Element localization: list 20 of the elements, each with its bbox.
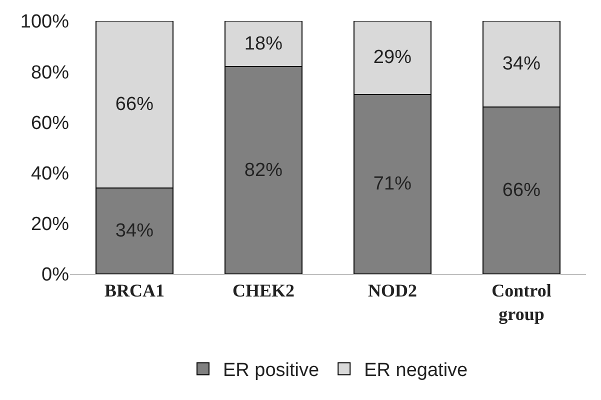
data-label: 71% bbox=[373, 174, 412, 195]
y-tick-label: 40% bbox=[30, 163, 70, 184]
data-label: 34% bbox=[115, 220, 154, 242]
legend-label: ER positive bbox=[223, 360, 320, 382]
legend-label: ER negative bbox=[364, 360, 468, 382]
x-tick-label: Control group bbox=[492, 280, 552, 324]
y-tick-label: 60% bbox=[30, 112, 70, 134]
data-label: 66% bbox=[502, 180, 541, 202]
data-label: 18% bbox=[244, 33, 283, 54]
y-tick-label: 0% bbox=[42, 264, 70, 286]
x-tick-label: BRCA1 bbox=[104, 280, 165, 301]
y-tick-label: 100% bbox=[20, 12, 70, 33]
data-label: 34% bbox=[502, 54, 541, 75]
data-label: 29% bbox=[373, 47, 412, 68]
data-label: 66% bbox=[115, 94, 154, 115]
x-tick-label: CHEK2 bbox=[232, 280, 295, 301]
x-tick-label: NOD2 bbox=[368, 280, 417, 301]
y-tick-label: 80% bbox=[30, 62, 70, 84]
data-label: 82% bbox=[244, 160, 283, 181]
y-tick-label: 20% bbox=[30, 214, 70, 236]
